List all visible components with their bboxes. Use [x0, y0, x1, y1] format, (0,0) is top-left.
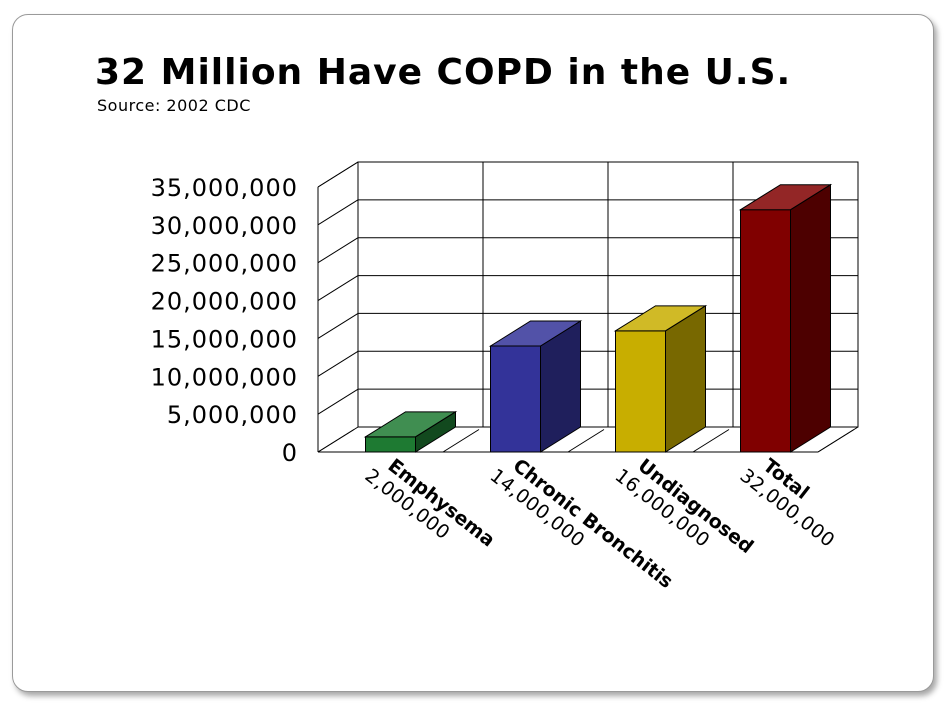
- chart-title: 32 Million Have COPD in the U.S.: [95, 52, 792, 93]
- chart-subtitle: Source: 2002 CDC: [97, 96, 251, 115]
- gridline-side: [317, 199, 359, 226]
- bar-front: [615, 330, 666, 453]
- bar-total: [738, 183, 833, 453]
- bar-top: [488, 320, 583, 347]
- y-tick-label: 30,000,000: [151, 212, 298, 240]
- gridline-side: [317, 313, 359, 339]
- floor-divider: [442, 429, 480, 453]
- gridline-side: [317, 388, 359, 415]
- y-axis-ticks: 0 5,000,000 10,000,000 15,000,000 20,000,000…: [151, 174, 298, 467]
- bar-front: [490, 345, 541, 453]
- bar-front: [365, 436, 416, 453]
- bar-side: [790, 183, 831, 453]
- bar-chronic-bronchitis: [488, 320, 583, 453]
- bars: [363, 183, 833, 453]
- y-tick-label: 0: [282, 439, 298, 467]
- bar-top: [363, 411, 458, 438]
- floor-divider: [317, 429, 355, 453]
- y-tick-label: 10,000,000: [151, 363, 298, 391]
- floor-divider: [692, 429, 730, 453]
- gridline-side: [317, 161, 359, 188]
- y-tick-label: 20,000,000: [151, 288, 298, 316]
- bar-side: [665, 304, 706, 453]
- floor-divider: [567, 429, 605, 453]
- bar-top: [738, 184, 833, 211]
- floor-divider: [817, 429, 855, 453]
- gridline-side: [317, 237, 359, 264]
- y-tick-label: 25,000,000: [151, 250, 298, 278]
- bar-undiagnosed: [613, 304, 708, 453]
- y-tick-label: 15,000,000: [151, 325, 298, 353]
- gridline-side: [317, 275, 359, 301]
- y-tick-label: 35,000,000: [151, 174, 298, 202]
- bar-emphysema: [363, 410, 458, 453]
- gridline-side: [317, 350, 359, 377]
- y-tick-label: 5,000,000: [167, 401, 298, 429]
- bar-top: [613, 305, 708, 332]
- bar-front: [740, 209, 791, 453]
